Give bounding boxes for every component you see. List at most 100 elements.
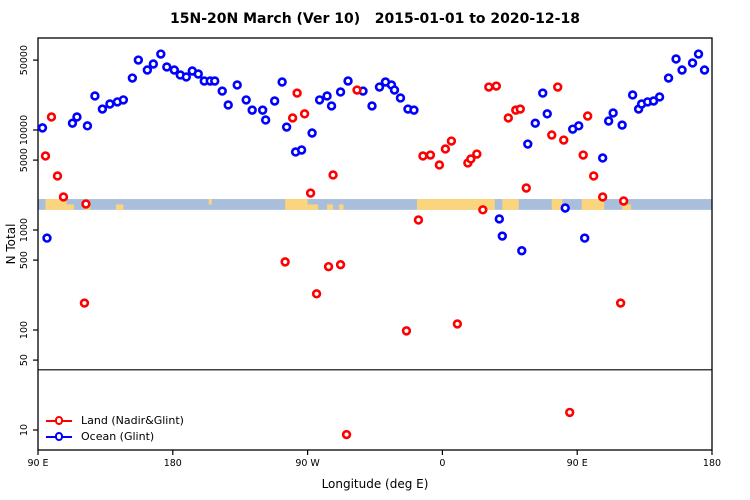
data-point (565, 407, 575, 418)
data-point (280, 257, 290, 267)
data-point (401, 326, 412, 336)
legend: Land (Nadir&Glint) Ocean (Glint) (46, 413, 184, 445)
data-point (654, 92, 665, 102)
data-point (603, 116, 614, 126)
data-point (597, 192, 608, 202)
map-band-land (622, 204, 632, 210)
data-point (413, 215, 424, 225)
data-point (466, 154, 476, 164)
data-point (328, 170, 338, 180)
y-tick-label: 5000 (19, 148, 30, 172)
data-point (52, 171, 63, 181)
data-point (484, 82, 494, 92)
data-point (446, 136, 457, 146)
legend-land-label: Land (Nadir&Glint) (81, 414, 184, 427)
data-point (40, 151, 51, 161)
data-point (440, 144, 451, 154)
map-band-land (416, 199, 495, 210)
data-point (82, 121, 93, 131)
data-point (352, 85, 362, 95)
data-point (81, 199, 91, 209)
data-point (341, 429, 352, 440)
data-point (578, 150, 588, 160)
data-point (677, 65, 687, 75)
data-point (615, 298, 626, 308)
data-point (648, 96, 659, 106)
data-point (296, 145, 307, 155)
data-point (560, 203, 570, 213)
data-point (67, 118, 78, 128)
y-tick-label: 10000 (19, 115, 30, 145)
legend-item-ocean: Ocean (Glint) (46, 429, 184, 445)
legend-item-land: Land (Nadir&Glint) (46, 413, 184, 429)
data-point (335, 259, 346, 270)
map-band-ocean (38, 199, 712, 210)
data-point (260, 115, 271, 125)
data-point (553, 82, 563, 92)
data-point (322, 91, 332, 101)
data-point (472, 149, 482, 159)
data-point (269, 96, 280, 106)
plot-border (37, 37, 713, 451)
x-tick-label: 90 W (295, 458, 320, 469)
map-band-land (581, 199, 605, 210)
data-point (409, 105, 419, 115)
data-point (162, 62, 172, 72)
x-tick-label: 0 (439, 458, 445, 469)
data-point (314, 95, 325, 105)
data-point (663, 73, 674, 83)
data-point (37, 123, 48, 133)
map-band-land (551, 199, 563, 210)
data-point (46, 112, 57, 122)
data-point (579, 233, 590, 243)
data-point (523, 139, 533, 149)
map-band-land (339, 204, 344, 210)
legend-ocean-symbol (46, 432, 72, 440)
data-point (618, 196, 629, 206)
data-point (281, 122, 292, 132)
data-point (547, 130, 557, 140)
data-point (478, 205, 488, 215)
data-point (588, 171, 599, 181)
data-point (343, 76, 353, 86)
data-point (305, 188, 316, 198)
data-point (311, 289, 322, 299)
data-point (687, 58, 698, 68)
data-point (210, 76, 220, 86)
data-point (530, 118, 540, 128)
y-tick-label: 1000 (19, 218, 30, 242)
data-point (287, 113, 298, 123)
x-tick-label: 90 E (27, 458, 48, 469)
data-point (608, 108, 618, 118)
data-point (58, 192, 69, 202)
data-point (247, 105, 257, 115)
data-point (517, 246, 527, 256)
y-tick-label: 50 (19, 354, 30, 366)
data-point (497, 231, 508, 241)
data-point (559, 135, 569, 145)
data-point (597, 153, 608, 163)
data-point (491, 81, 502, 91)
data-point (671, 54, 681, 64)
data-point (389, 85, 400, 95)
x-tick-label: 180 (703, 458, 721, 469)
data-point (148, 59, 159, 69)
data-point (277, 77, 287, 87)
data-point (292, 88, 302, 98)
y-tick-label: 50000 (19, 45, 30, 75)
data-point (169, 65, 179, 75)
data-point (542, 109, 552, 119)
data-point (452, 319, 463, 329)
data-point (374, 82, 385, 92)
map-band-land (327, 204, 334, 210)
chart-title: 15N-20N March (Ver 10) 2015-01-01 to 202… (170, 11, 580, 27)
legend-ocean-label: Ocean (Glint) (81, 430, 155, 443)
data-point (241, 95, 251, 105)
data-point (515, 104, 525, 114)
data-point (425, 150, 436, 160)
data-point (193, 69, 203, 79)
x-axis-title: Longitude (deg E) (321, 477, 429, 491)
map-band-land (307, 204, 319, 210)
